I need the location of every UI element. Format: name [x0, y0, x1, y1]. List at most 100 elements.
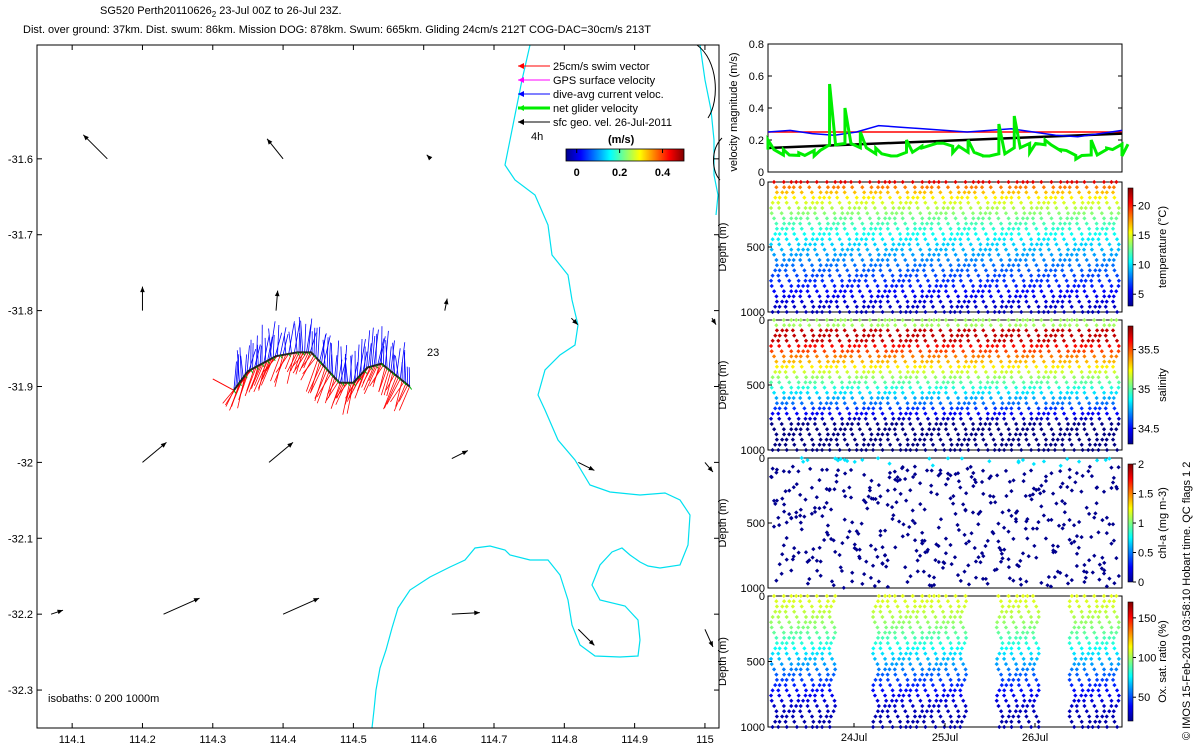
date-tick-label: 25Jul	[932, 732, 958, 744]
swim-vector	[385, 374, 395, 391]
dac-vector	[257, 344, 259, 366]
geo-velocity-arrow	[451, 450, 469, 460]
swim-vector	[330, 382, 341, 409]
net-velocity-vector	[324, 367, 328, 371]
velocity-y-tick: 0	[758, 167, 764, 179]
dac-vector	[294, 323, 298, 353]
dac-vector	[390, 340, 395, 372]
map-legend: 25cm/s swim vector GPS surface velocity di…	[518, 61, 672, 129]
legend-arrowhead	[518, 77, 524, 83]
dac-vector	[244, 354, 247, 376]
swim-vector	[362, 366, 373, 383]
geo-velocity-arrow	[578, 461, 595, 471]
depth-tick-label: 0	[759, 591, 765, 603]
swim-vector	[399, 386, 411, 411]
dac-vector	[385, 340, 388, 369]
dac-vector	[309, 332, 317, 353]
swim-vector	[314, 369, 328, 399]
y-tick-label: -31.7	[8, 230, 33, 242]
geo-velocity-arrow	[443, 298, 449, 311]
swim-vector	[262, 358, 272, 380]
swim-vector	[373, 363, 382, 383]
swim-vector	[212, 378, 235, 391]
x-tick-label: 114.2	[129, 734, 156, 746]
dac-vector	[406, 366, 409, 385]
dac-vector	[236, 350, 240, 383]
dac-vector	[364, 346, 366, 371]
map-panel: 114.1 114.2 114.3 114.4 114.5 114.6 114.7 114.8…	[8, 44, 720, 746]
geo-velocity-arrow	[711, 317, 717, 325]
swim-vector	[383, 371, 392, 396]
net-velocity-vector	[358, 376, 362, 380]
dac-vector	[248, 348, 257, 371]
swim-vector	[378, 368, 388, 393]
x-tick-label: 114.6	[410, 734, 437, 746]
dac-vector	[307, 318, 313, 353]
dac-vector	[356, 344, 360, 379]
bracket-decoration	[696, 44, 723, 181]
swim-vector	[380, 369, 390, 396]
depth-axis-label: Depth (m)	[717, 223, 729, 272]
profile-scatter	[768, 179, 1121, 315]
legend-label: sfc geo. vel. 26-Jul-2011	[553, 117, 672, 129]
net-velocity-vector	[239, 382, 242, 386]
colorbar-tick-label: 0.2	[612, 167, 627, 179]
swim-vector	[390, 381, 405, 403]
coastline-segment	[699, 45, 719, 216]
dac-vector	[269, 321, 276, 360]
velocity-y-tick: 0.2	[749, 135, 764, 147]
swim-vector	[325, 375, 334, 404]
dac-vector	[288, 331, 292, 354]
geo-velocity-arrow	[142, 442, 167, 463]
profile-panels: 0 0.2 0.4 0.6 0.8 velocity magnitude (m/s) 0…	[696, 39, 1169, 744]
x-tick-label: 114.8	[551, 734, 578, 746]
dac-vector	[272, 334, 275, 358]
dac-vector	[274, 332, 283, 357]
panel-colorbar	[1127, 325, 1134, 445]
y-tick-label: -32.2	[8, 609, 33, 621]
legend-label: GPS surface velocity	[553, 75, 656, 87]
swim-vector	[368, 365, 377, 382]
speed-colorbar	[565, 148, 685, 162]
colorbar-tick-label: 0	[574, 167, 580, 179]
swim-vector	[395, 380, 403, 407]
y-tick-label: -31.6	[8, 154, 33, 166]
y-tick-label: -31.9	[8, 382, 33, 394]
coastline	[371, 45, 691, 728]
swim-vector	[363, 365, 375, 391]
net-velocity-vector	[272, 357, 276, 361]
depth-tick-label: 0	[759, 453, 765, 465]
swim-vector	[275, 353, 290, 373]
net-velocity-vector	[288, 353, 292, 358]
profile-panel-salinity: 0 500 1000 Depth (m) 34.5 35 35.5 salinity	[717, 315, 1169, 457]
profile-scatter	[768, 317, 1121, 453]
dac-vector	[304, 323, 307, 353]
depth-axis-label: Depth (m)	[717, 637, 729, 686]
swim-vector	[342, 382, 351, 415]
dac-vector	[235, 359, 239, 388]
dac-vector	[340, 346, 343, 383]
dac-vector	[388, 346, 392, 370]
dac-vector	[366, 330, 371, 369]
dac-vector	[360, 338, 363, 375]
dac-vector	[240, 355, 244, 378]
dac-vector	[277, 324, 280, 356]
dac-vector	[382, 346, 385, 366]
swim-vector	[327, 379, 337, 395]
swim-vector	[386, 372, 394, 397]
colorbar-tick-label: 0.4	[655, 167, 671, 179]
colorbar-tick-label: 150	[1138, 613, 1156, 625]
swim-vector	[270, 355, 281, 382]
swim-vector	[286, 352, 298, 373]
y-tick-label: -32.1	[8, 533, 33, 545]
dac-vector	[322, 339, 326, 368]
colorbar-title: (m/s)	[608, 134, 635, 146]
depth-tick-label: 1000	[741, 583, 765, 595]
dac-vector	[375, 333, 378, 366]
colorbar-tick-label: 15	[1138, 230, 1150, 242]
dac-vector	[313, 327, 316, 356]
dac-vector	[267, 336, 273, 361]
geo-velocity-arrow	[704, 629, 714, 648]
geo-velocity-arrow	[570, 317, 579, 325]
